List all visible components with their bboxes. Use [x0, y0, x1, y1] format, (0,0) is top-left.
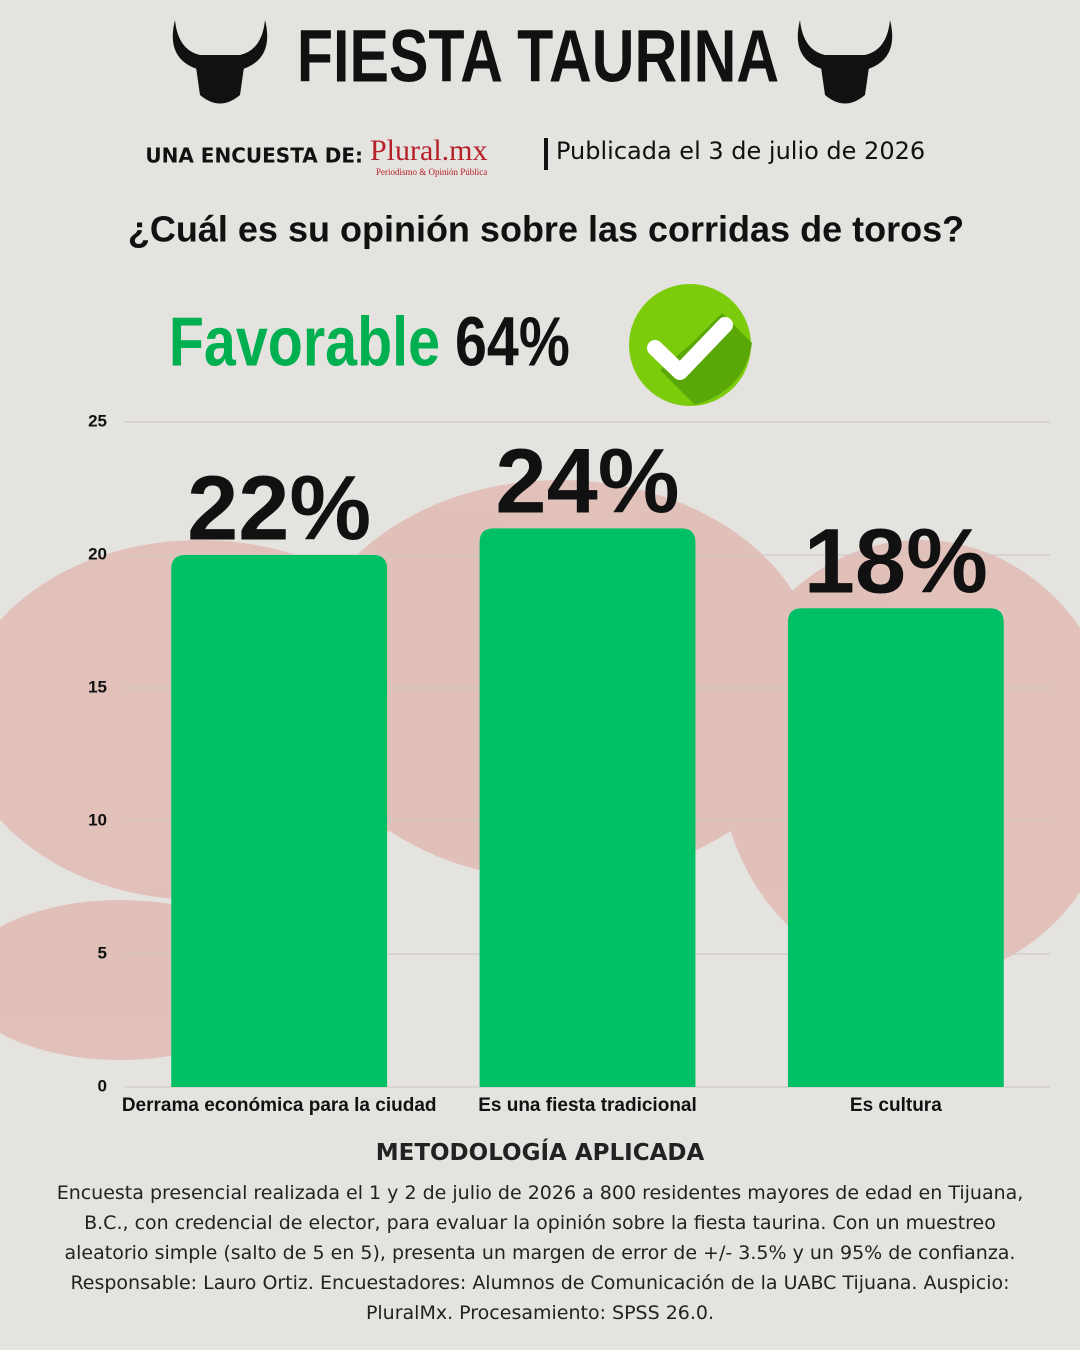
infographic: FIESTA TAURINA UNA ENCUESTA DE: Plural.m… — [0, 15, 1080, 1116]
bar — [171, 555, 388, 1087]
y-tick-label: 5 — [98, 943, 107, 962]
bull-icon-left — [172, 20, 268, 104]
published-date: Publicada el 3 de julio de 2026 — [556, 137, 925, 165]
y-tick-label: 25 — [88, 411, 107, 430]
favorable-value: 64% — [455, 302, 570, 381]
x-tick-label: Es cultura — [850, 1095, 942, 1116]
methodology-title: METODOLOGÍA APLICADA — [375, 1140, 705, 1166]
check-icon — [629, 284, 752, 406]
methodology: METODOLOGÍA APLICADA Encuesta presencial… — [40, 1140, 1040, 1328]
bar-label: 24% — [495, 431, 679, 533]
x-tick-label: Es una fiesta tradicional — [478, 1095, 697, 1116]
bar — [479, 528, 696, 1087]
survey-by: UNA ENCUESTA DE: — [145, 144, 363, 168]
x-tick-label: Derrama económica para la ciudad — [122, 1095, 437, 1116]
brand-tagline: Periodismo & Opinión Pública — [376, 167, 487, 177]
brand: Plural.mx — [370, 134, 488, 167]
methodology-text: Encuesta presencial realizada el 1 y 2 d… — [56, 1182, 1024, 1324]
question: ¿Cuál es su opinión sobre las corridas d… — [128, 209, 964, 250]
bar-label: 22% — [187, 457, 371, 559]
title: FIESTA TAURINA — [297, 15, 779, 98]
y-tick-label: 15 — [88, 677, 107, 696]
favorable-label: Favorable — [169, 302, 440, 381]
bar-label: 18% — [804, 510, 988, 612]
y-tick-label: 20 — [88, 544, 107, 563]
y-tick-label: 0 — [98, 1076, 107, 1095]
bull-icon-right — [797, 20, 893, 104]
divider — [544, 138, 548, 170]
y-tick-label: 10 — [88, 810, 107, 829]
bar — [787, 608, 1004, 1087]
